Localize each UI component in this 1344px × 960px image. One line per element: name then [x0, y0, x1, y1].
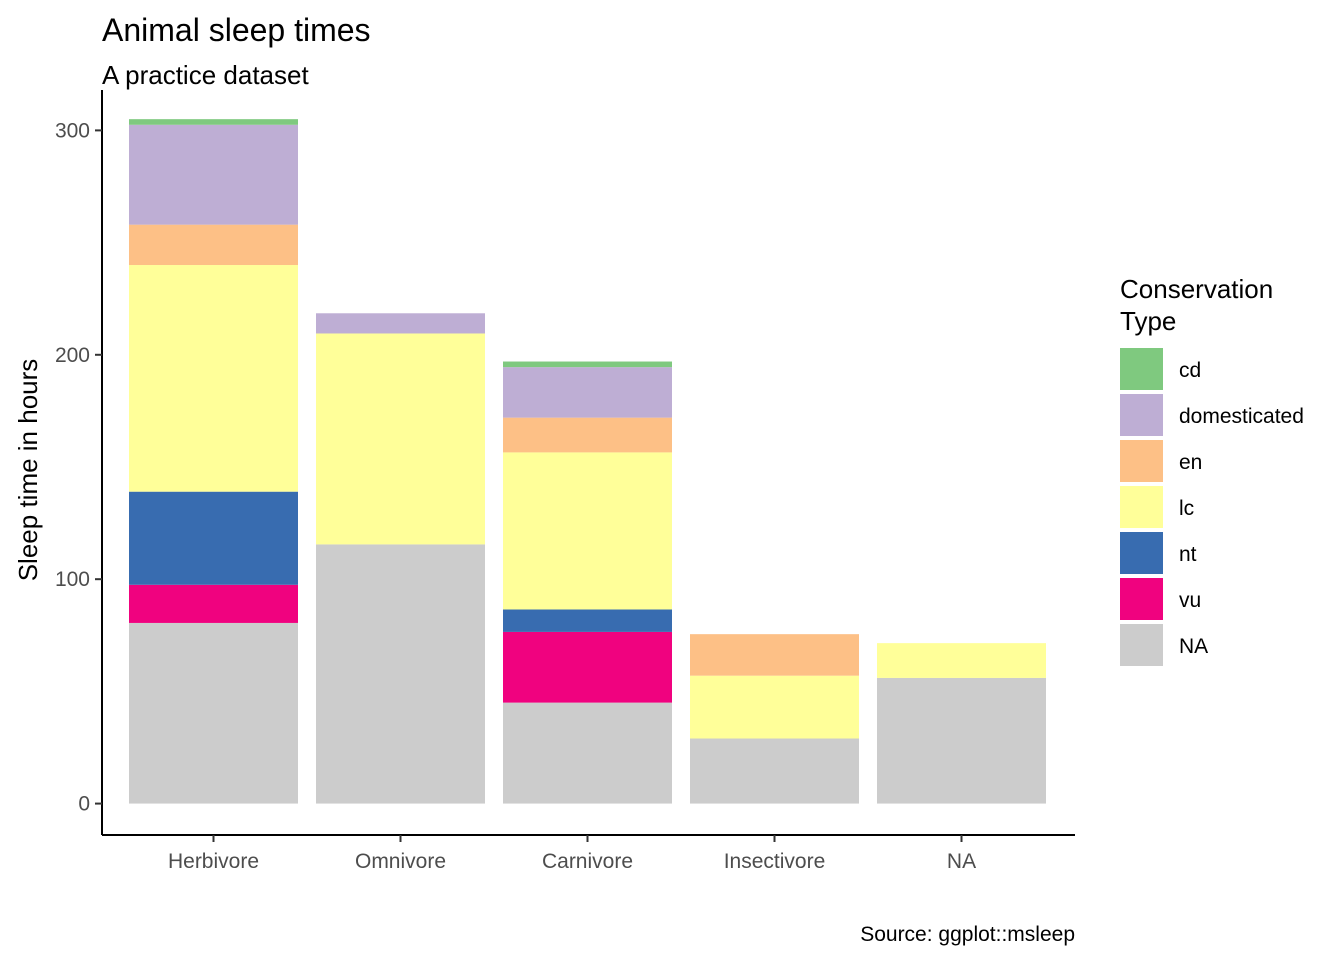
legend-swatch-en — [1120, 440, 1163, 482]
legend-label-lc: lc — [1179, 497, 1194, 520]
bar-segment-carnivore-vu — [503, 631, 672, 703]
bar-segment-herbivore-nt — [129, 491, 298, 585]
bar-segment-na-na — [877, 677, 1046, 804]
chart-caption: Source: ggplot::msleep — [860, 923, 1075, 946]
bar-segment-herbivore-domesticated — [129, 124, 298, 225]
bar-segment-insectivore-lc — [690, 675, 859, 739]
bar-segment-na-lc — [877, 643, 1046, 678]
bar-segment-insectivore-na — [690, 738, 859, 804]
bar-segment-insectivore-en — [690, 634, 859, 676]
legend-label-cd: cd — [1179, 359, 1201, 382]
y-axis-title: Sleep time in hours — [13, 359, 43, 582]
legend-label-vu: vu — [1179, 589, 1201, 612]
chart-title: Animal sleep times — [102, 12, 371, 48]
x-tick-label-na: NA — [947, 850, 976, 873]
x-tick-label-insectivore: Insectivore — [724, 850, 826, 873]
bar-segment-herbivore-cd — [129, 119, 298, 125]
bar-segment-carnivore-lc — [503, 452, 672, 610]
bar-segment-herbivore-lc — [129, 265, 298, 492]
bar-segment-herbivore-vu — [129, 584, 298, 623]
legend-title: Conservation — [1120, 274, 1273, 304]
legend-label-domesticated: domesticated — [1179, 405, 1304, 428]
legend-label-nt: nt — [1179, 543, 1197, 566]
bar-segment-carnivore-cd — [503, 361, 672, 368]
bar-segment-carnivore-domesticated — [503, 367, 672, 418]
legend-swatch-cd — [1120, 348, 1163, 390]
y-tick-label: 100 — [55, 568, 90, 591]
bars-layer — [129, 119, 1046, 804]
y-tick-label: 0 — [78, 793, 90, 816]
x-tick-label-carnivore: Carnivore — [542, 850, 633, 873]
bar-segment-herbivore-na — [129, 622, 298, 804]
x-tick-label-omnivore: Omnivore — [355, 850, 446, 873]
chart-subtitle: A practice dataset — [102, 60, 309, 90]
legend-swatch-lc — [1120, 486, 1163, 528]
bar-segment-omnivore-na — [316, 544, 485, 804]
bar-segment-herbivore-en — [129, 224, 298, 266]
legend-swatch-domesticated — [1120, 394, 1163, 436]
legend-label-na: NA — [1179, 635, 1208, 658]
y-tick-label: 300 — [55, 119, 90, 142]
y-tick-label: 200 — [55, 344, 90, 367]
legend-title: Type — [1120, 306, 1176, 336]
bar-segment-carnivore-nt — [503, 609, 672, 632]
legend-swatch-vu — [1120, 578, 1163, 620]
axes-layer: 0 100 200 300 Herbivore Omnivore Carnivore Inse… — [55, 90, 1075, 873]
bar-segment-carnivore-en — [503, 417, 672, 453]
legend-swatch-nt — [1120, 532, 1163, 574]
bar-segment-carnivore-na — [503, 702, 672, 804]
bar-segment-omnivore-lc — [316, 333, 485, 545]
bar-segment-omnivore-domesticated — [316, 313, 485, 334]
x-tick-label-herbivore: Herbivore — [168, 850, 259, 873]
legend-swatch-na — [1120, 624, 1163, 666]
legend-label-en: en — [1179, 451, 1202, 474]
